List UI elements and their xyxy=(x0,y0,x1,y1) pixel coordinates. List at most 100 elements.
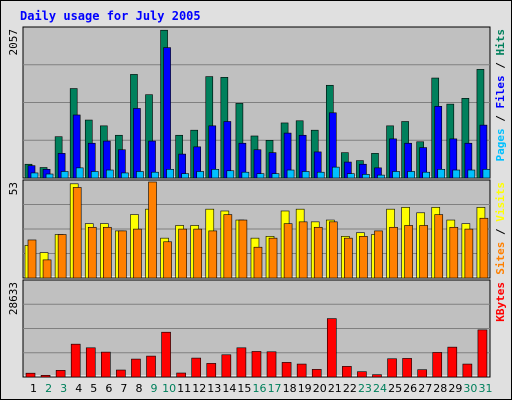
bar-pages-day-9 xyxy=(151,171,159,179)
axis-label-part: Visits xyxy=(494,182,507,222)
bar-pages-day-12 xyxy=(196,171,205,179)
bar-sites-day-4 xyxy=(72,187,82,279)
bar-pages-day-29 xyxy=(452,169,461,179)
day-label-15: 15 xyxy=(237,382,251,395)
bar-kbytes-day-24 xyxy=(372,374,382,378)
bar-sites-day-10 xyxy=(163,241,172,279)
bar-sites-day-19 xyxy=(298,221,308,279)
bar-kbytes-day-3 xyxy=(55,370,66,378)
bar-pages-day-22 xyxy=(347,173,355,179)
bar-sites-day-31 xyxy=(479,217,489,279)
day-label-17: 17 xyxy=(268,382,282,395)
bar-kbytes-day-10 xyxy=(161,331,171,378)
day-label-30: 30 xyxy=(463,382,477,395)
day-label-5: 5 xyxy=(90,382,97,395)
bar-pages-day-10 xyxy=(166,169,174,179)
bar-kbytes-day-15 xyxy=(236,347,247,378)
bar-sites-day-9 xyxy=(148,181,157,279)
bar-kbytes-day-7 xyxy=(116,369,126,378)
bar-sites-day-18 xyxy=(283,223,293,279)
panels-layer: 2057 Pages / Files / Hits 53 Sites / Visits… xyxy=(7,26,507,378)
bar-kbytes-day-9 xyxy=(146,355,156,378)
bar-kbytes-day-26 xyxy=(402,358,412,378)
bar-pages-day-23 xyxy=(362,174,370,179)
bar-files-day-8 xyxy=(133,108,141,179)
day-label-26: 26 xyxy=(403,382,417,395)
bar-pages-day-14 xyxy=(226,170,235,179)
bar-pages-day-28 xyxy=(437,169,446,179)
chart-title: Daily usage for July 2005 xyxy=(20,9,201,23)
bar-pages-day-5 xyxy=(90,171,99,179)
axis-label-part: KBytes xyxy=(494,282,507,322)
bar-pages-day-11 xyxy=(181,173,189,179)
axis-label-part: / xyxy=(494,109,507,129)
axis-label-part: / xyxy=(494,222,507,242)
bar-kbytes-day-28 xyxy=(432,352,443,378)
bar-pages-day-17 xyxy=(271,173,280,179)
day-label-19: 19 xyxy=(298,382,312,395)
bar-pages-day-2 xyxy=(45,173,54,179)
bar-sites-day-24 xyxy=(374,230,383,279)
bar-kbytes-day-27 xyxy=(417,369,427,378)
day-label-20: 20 xyxy=(313,382,327,395)
day-label-7: 7 xyxy=(120,382,127,395)
bar-pages-day-18 xyxy=(286,169,295,179)
bar-sites-day-6 xyxy=(103,226,112,279)
bar-sites-day-15 xyxy=(238,219,248,279)
bar-kbytes-day-6 xyxy=(101,351,111,378)
bar-kbytes-day-18 xyxy=(281,362,292,378)
bar-pages-day-1 xyxy=(30,172,39,179)
bar-sites-day-8 xyxy=(133,228,142,279)
axis-label: Sites / Visits xyxy=(494,182,507,275)
axis-label-part: Hits xyxy=(494,29,507,56)
day-label-18: 18 xyxy=(283,382,297,395)
day-label-4: 4 xyxy=(75,382,82,395)
bar-kbytes-day-25 xyxy=(387,358,397,378)
bar-kbytes-day-29 xyxy=(447,346,458,378)
bar-sites-day-3 xyxy=(57,234,67,279)
day-label-11: 11 xyxy=(177,382,191,395)
bar-files-day-10 xyxy=(163,47,171,179)
bar-pages-day-3 xyxy=(60,171,69,179)
bar-files-day-28 xyxy=(434,105,443,179)
bar-kbytes-day-2 xyxy=(40,375,51,378)
bar-kbytes-day-17 xyxy=(266,351,277,378)
day-label-14: 14 xyxy=(222,382,236,395)
bar-sites-day-30 xyxy=(464,228,474,279)
day-label-6: 6 xyxy=(105,382,112,395)
bar-pages-day-4 xyxy=(75,167,84,179)
bar-kbytes-day-19 xyxy=(296,363,307,378)
day-label-8: 8 xyxy=(135,382,142,395)
bar-files-day-14 xyxy=(223,121,232,179)
bar-kbytes-day-21 xyxy=(326,318,337,378)
day-label-12: 12 xyxy=(192,382,206,395)
bar-sites-day-12 xyxy=(193,228,203,279)
bar-sites-day-11 xyxy=(178,228,187,279)
bar-kbytes-day-11 xyxy=(176,372,186,378)
bar-kbytes-day-16 xyxy=(251,351,262,378)
bar-sites-day-23 xyxy=(359,236,368,279)
day-label-25: 25 xyxy=(388,382,402,395)
bar-pages-day-24 xyxy=(377,174,385,179)
bar-sites-day-25 xyxy=(389,226,398,279)
axis-label: Pages / Files / Hits xyxy=(494,29,507,162)
bar-pages-day-25 xyxy=(392,171,400,179)
bar-pages-day-30 xyxy=(467,169,476,179)
bar-sites-day-28 xyxy=(434,214,444,279)
day-label-21: 21 xyxy=(328,382,342,395)
bar-kbytes-day-12 xyxy=(191,357,202,378)
axis-label: KBytes xyxy=(494,282,507,322)
bar-sites-day-14 xyxy=(223,214,233,279)
axis-label-part: Pages xyxy=(494,128,507,161)
day-label-16: 16 xyxy=(253,382,267,395)
bar-kbytes-day-20 xyxy=(311,369,322,378)
day-label-3: 3 xyxy=(60,382,67,395)
bar-sites-day-5 xyxy=(87,226,97,279)
bar-sites-day-26 xyxy=(404,225,413,279)
y-max-label: 28633 xyxy=(7,282,20,315)
bar-pages-day-26 xyxy=(407,171,415,179)
day-label-23: 23 xyxy=(358,382,372,395)
bar-pages-day-16 xyxy=(256,173,265,179)
bar-kbytes-day-5 xyxy=(85,347,96,378)
